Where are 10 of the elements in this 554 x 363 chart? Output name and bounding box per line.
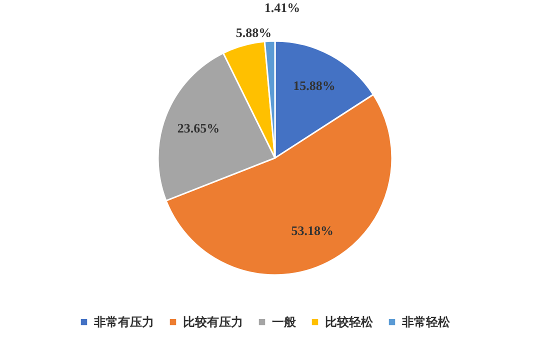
data-label: 53.18%	[291, 222, 334, 238]
legend-label: 比较有压力	[183, 315, 243, 330]
legend-label: 非常轻松	[401, 315, 451, 330]
legend-label: 一般	[272, 315, 297, 330]
data-label: 15.88%	[293, 78, 336, 93]
data-label: 23.65%	[177, 120, 220, 136]
legend-label: 比较轻松	[325, 315, 374, 330]
data-label: 5.88%	[236, 24, 272, 40]
data-label: 1.41%	[264, 0, 300, 16]
legend-label: 非常有压力	[93, 315, 154, 330]
